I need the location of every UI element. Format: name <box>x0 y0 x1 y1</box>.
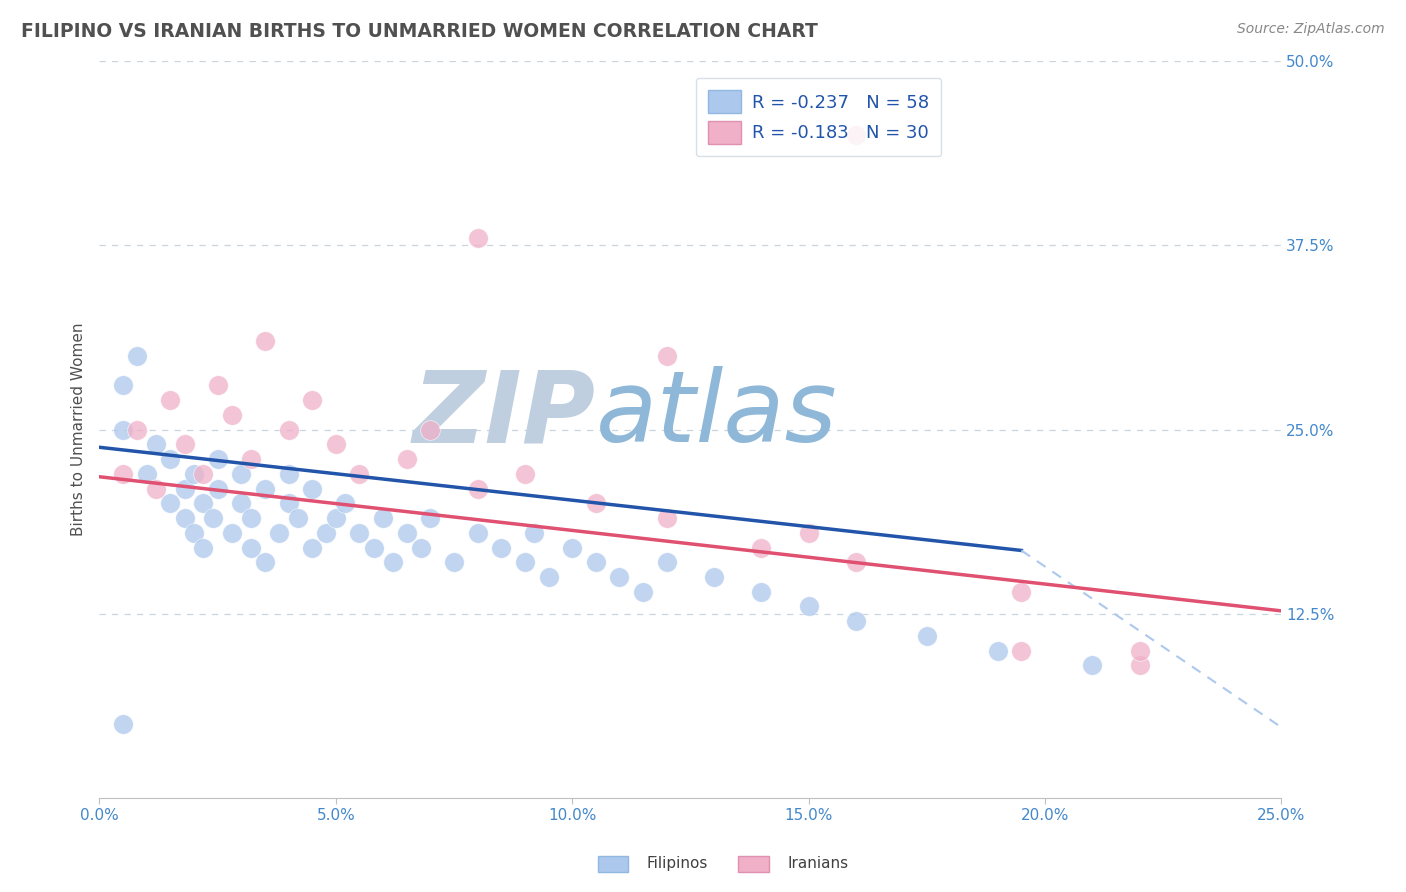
Point <box>381 555 404 569</box>
Point <box>395 525 418 540</box>
Point <box>491 541 513 555</box>
Point <box>145 482 167 496</box>
Point <box>845 128 868 142</box>
Point <box>277 467 299 481</box>
Point <box>987 643 1010 657</box>
Point <box>749 541 772 555</box>
Point <box>277 496 299 510</box>
Point <box>173 511 195 525</box>
Text: Iranians: Iranians <box>787 856 848 871</box>
Point <box>349 525 371 540</box>
Point <box>207 378 229 392</box>
Point <box>159 496 181 510</box>
Point <box>655 555 678 569</box>
Point <box>112 378 135 392</box>
Point <box>513 467 536 481</box>
Point <box>797 599 820 614</box>
Point <box>301 393 323 408</box>
Point <box>915 629 938 643</box>
Point <box>1010 584 1032 599</box>
Text: atlas: atlas <box>596 367 838 463</box>
Point <box>561 541 583 555</box>
Point <box>207 452 229 467</box>
Point <box>409 541 432 555</box>
Point <box>797 525 820 540</box>
Point <box>467 482 489 496</box>
Text: Source: ZipAtlas.com: Source: ZipAtlas.com <box>1237 22 1385 37</box>
Point <box>349 467 371 481</box>
Point <box>145 437 167 451</box>
Point <box>443 555 465 569</box>
Point <box>363 541 385 555</box>
Point <box>1129 643 1152 657</box>
Legend: R = -0.237   N = 58, R = -0.183   N = 30: R = -0.237 N = 58, R = -0.183 N = 30 <box>696 78 942 156</box>
Point <box>221 408 243 422</box>
Point <box>655 349 678 363</box>
Point <box>173 437 195 451</box>
Point <box>609 570 631 584</box>
Point <box>112 423 135 437</box>
Point <box>135 467 157 481</box>
Point <box>419 423 441 437</box>
Point <box>277 423 299 437</box>
Text: FILIPINO VS IRANIAN BIRTHS TO UNMARRIED WOMEN CORRELATION CHART: FILIPINO VS IRANIAN BIRTHS TO UNMARRIED … <box>21 22 818 41</box>
Point <box>183 467 205 481</box>
Point <box>419 511 441 525</box>
Point <box>325 511 347 525</box>
Point <box>253 555 276 569</box>
Point <box>239 452 262 467</box>
Text: Filipinos: Filipinos <box>647 856 709 871</box>
Point <box>301 482 323 496</box>
Point <box>1081 658 1104 673</box>
Point <box>301 541 323 555</box>
Point <box>703 570 725 584</box>
Point <box>1129 658 1152 673</box>
Point <box>231 467 253 481</box>
Point <box>239 541 262 555</box>
Point <box>269 525 291 540</box>
Point <box>183 525 205 540</box>
Point <box>335 496 357 510</box>
Point <box>173 482 195 496</box>
Point <box>371 511 394 525</box>
Y-axis label: Births to Unmarried Women: Births to Unmarried Women <box>72 323 86 536</box>
Point <box>193 467 215 481</box>
Point <box>655 511 678 525</box>
Point <box>467 525 489 540</box>
Point <box>845 614 868 628</box>
Text: ZIP: ZIP <box>413 367 596 463</box>
Point <box>585 496 607 510</box>
Point <box>159 393 181 408</box>
Point <box>585 555 607 569</box>
Point <box>112 717 135 731</box>
Point <box>467 231 489 245</box>
Point <box>631 584 654 599</box>
Point <box>127 423 149 437</box>
Point <box>231 496 253 510</box>
Point <box>1010 643 1032 657</box>
Point <box>395 452 418 467</box>
Point <box>193 541 215 555</box>
Point <box>287 511 309 525</box>
Point <box>749 584 772 599</box>
Point <box>159 452 181 467</box>
Point <box>201 511 224 525</box>
Point <box>239 511 262 525</box>
Point <box>845 555 868 569</box>
Point <box>127 349 149 363</box>
Point <box>537 570 560 584</box>
Point <box>221 525 243 540</box>
Point <box>513 555 536 569</box>
Point <box>253 482 276 496</box>
Point <box>253 334 276 348</box>
Point <box>193 496 215 510</box>
Point <box>207 482 229 496</box>
Point <box>325 437 347 451</box>
Point <box>315 525 337 540</box>
Point <box>112 467 135 481</box>
Point <box>523 525 546 540</box>
